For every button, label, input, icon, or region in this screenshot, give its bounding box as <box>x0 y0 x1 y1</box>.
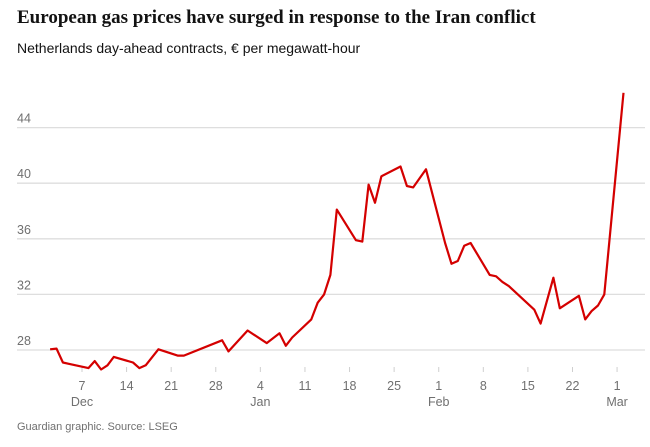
x-tick-label: 28 <box>209 379 223 393</box>
x-tick-label: 25 <box>387 379 401 393</box>
x-month-label: Feb <box>428 395 450 409</box>
y-tick-label: 40 <box>17 167 31 181</box>
x-tick-label: 8 <box>480 379 487 393</box>
x-tick-label: 22 <box>566 379 580 393</box>
x-tick-label: 11 <box>298 379 311 393</box>
chart-title: European gas prices have surged in respo… <box>17 7 536 28</box>
x-tick-label: 1 <box>435 379 442 393</box>
x-tick-label: 18 <box>343 379 357 393</box>
x-month-label: Dec <box>71 395 93 409</box>
y-tick-label: 44 <box>17 112 31 126</box>
source-footer: Guardian graphic. Source: LSEG <box>17 421 178 433</box>
x-tick-label: 1 <box>614 379 621 393</box>
x-month-label: Jan <box>250 395 270 409</box>
x-tick-label: 4 <box>257 379 264 393</box>
x-tick-label: 7 <box>79 379 86 393</box>
y-tick-label: 28 <box>17 334 31 348</box>
x-tick-label: 21 <box>164 379 178 393</box>
x-month-label: Mar <box>606 395 628 409</box>
x-tick-label: 14 <box>120 379 134 393</box>
y-tick-label: 32 <box>17 278 31 292</box>
price-series-line <box>49 92 625 371</box>
x-tick-label: 15 <box>521 379 535 393</box>
chart-subtitle: Netherlands day-ahead contracts, € per m… <box>17 40 361 56</box>
y-tick-label: 36 <box>17 223 31 237</box>
